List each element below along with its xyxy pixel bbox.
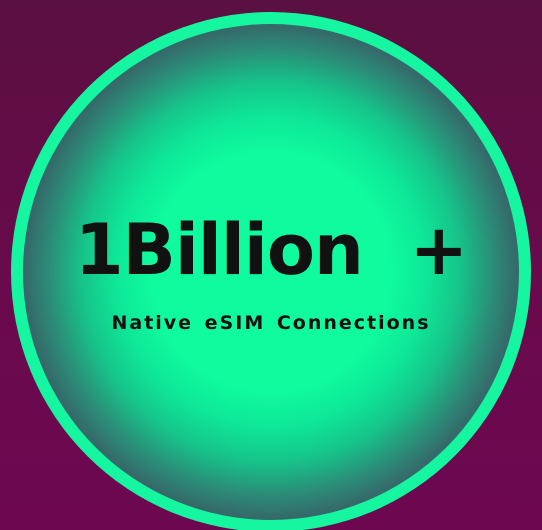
stat-headline: 1Billion + [74, 209, 468, 291]
badge-disc [23, 24, 519, 520]
stat-caption: Native eSIM Connections [111, 312, 431, 334]
